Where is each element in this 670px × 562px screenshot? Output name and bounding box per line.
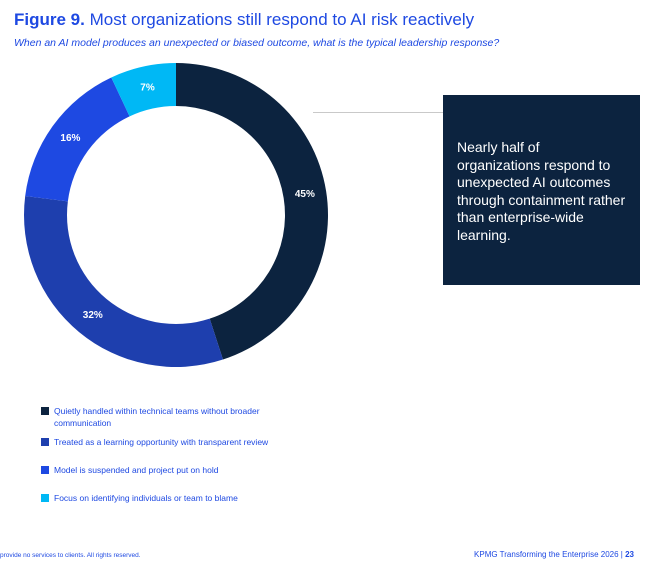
legend-label: Quietly handled within technical teams w… [54, 406, 260, 428]
donut-slice-learning-opportunity [23, 195, 223, 367]
legend-label: Model is suspended and project put on ho… [54, 465, 219, 475]
footer-publication: KPMG Transforming the Enterprise 2026 [474, 550, 619, 559]
callout-box: Nearly half of organizations respond to … [443, 95, 640, 285]
legend-swatch [41, 438, 49, 446]
legend-item: Quietly handled within technical teams w… [41, 405, 301, 429]
footer-separator: | [620, 550, 623, 559]
donut-slice-label: 45% [295, 189, 315, 200]
donut-slice-label: 7% [140, 82, 155, 93]
callout-text: Nearly half of organizations respond to … [457, 139, 626, 243]
legend-swatch [41, 494, 49, 502]
callout-connector-line [313, 112, 443, 113]
legend-label: Treated as a learning opportunity with t… [54, 437, 269, 447]
page-number: 23 [625, 550, 634, 559]
legend-label: Focus on identifying individuals or team… [54, 493, 238, 503]
figure-number: Figure 9. [14, 10, 85, 29]
legend-swatch [41, 466, 49, 474]
legend-item: Treated as a learning opportunity with t… [41, 436, 341, 448]
donut-slice-label: 16% [60, 133, 80, 144]
donut-slice-technical-teams [176, 63, 328, 360]
footer-page-info: KPMG Transforming the Enterprise 2026 | … [474, 550, 634, 559]
figure-title: Figure 9. Most organizations still respo… [14, 10, 474, 30]
donut-slice-label: 32% [83, 310, 103, 321]
donut-chart: 45% 32% 16% 7% [23, 63, 328, 367]
donut-slice-blame [111, 63, 176, 117]
donut-slice-suspended [25, 77, 130, 202]
legend-item: Model is suspended and project put on ho… [41, 464, 341, 476]
legend-swatch [41, 407, 49, 415]
footer-copyright: provide no services to clients. All righ… [0, 552, 141, 559]
figure-title-text: Most organizations still respond to AI r… [89, 10, 475, 29]
legend-item: Focus on identifying individuals or team… [41, 492, 341, 504]
figure-subtitle: When an AI model produces an unexpected … [14, 37, 500, 49]
